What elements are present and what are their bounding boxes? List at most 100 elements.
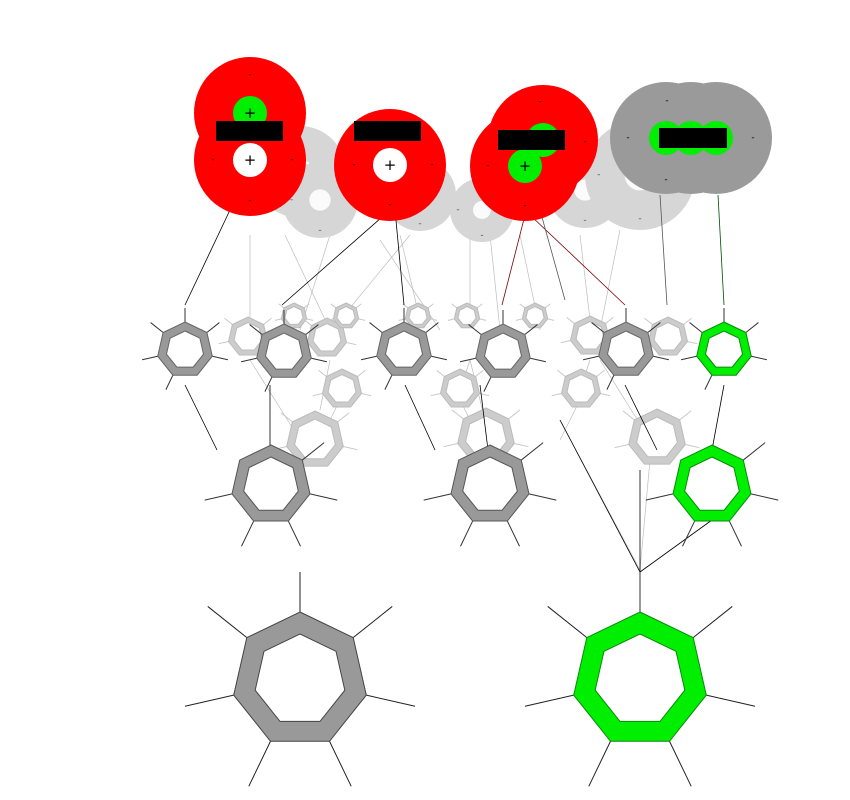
substituent-bond	[431, 355, 448, 361]
plus-sign: +	[244, 104, 257, 122]
substituent-bond	[653, 355, 670, 361]
substituent-bond	[240, 357, 257, 363]
minus-sign: -	[430, 160, 433, 170]
charge-core	[373, 148, 407, 182]
connector-line	[501, 214, 526, 306]
ghost-heptagon-ring	[447, 302, 487, 329]
connector-line	[539, 209, 566, 301]
minus-sign: -	[290, 155, 293, 165]
substituent-bond	[508, 409, 521, 420]
substituent-bond	[141, 355, 158, 361]
substituent-bond	[264, 377, 273, 392]
substituent-bond	[528, 493, 557, 501]
substituent-bond	[685, 443, 700, 449]
substituent-bond	[358, 318, 366, 321]
substituent-bond	[423, 493, 452, 501]
substituent-bond	[360, 355, 377, 361]
substituent-bond	[479, 318, 487, 321]
ring-level-2	[204, 442, 338, 547]
plus-sign: +	[519, 157, 532, 175]
substituent-bond	[547, 606, 588, 638]
substituent-bond	[241, 520, 255, 547]
substituent-bond	[644, 317, 653, 325]
substituent-bond	[369, 322, 383, 333]
substituent-bond	[520, 442, 544, 461]
minus-sign: -	[480, 231, 483, 241]
connector-line	[659, 194, 668, 306]
substituent-bond	[751, 355, 768, 361]
substituent-bond	[346, 341, 357, 346]
charge-core	[233, 143, 267, 177]
substituent-bond	[278, 303, 285, 309]
substituent-bond	[524, 694, 574, 707]
substituent-bond	[207, 606, 248, 638]
substituent-bond	[303, 303, 310, 309]
substituent-bond	[622, 410, 635, 421]
substituent-bond	[329, 741, 352, 787]
connector-line	[281, 209, 391, 306]
ring-level-1	[459, 310, 547, 392]
substituent-bond	[588, 741, 611, 787]
substituent-bond	[352, 606, 393, 638]
substituent-bond	[687, 340, 698, 345]
minus-sign: -	[248, 70, 251, 80]
ghost-heptagon-ring	[297, 317, 357, 357]
ghost-heptagon-ring	[515, 302, 555, 329]
ghost-heptagon-ring	[560, 315, 620, 355]
substituent-bond	[443, 442, 458, 448]
substituent-bond	[306, 318, 314, 321]
substituent-bond	[451, 303, 458, 309]
substituent-bond	[547, 318, 555, 321]
redaction-bar	[659, 128, 727, 148]
ghost-heptagon-ring	[614, 408, 700, 465]
highlighted-ring-level-3	[524, 606, 756, 787]
minus-sign: -	[583, 215, 586, 225]
substituent-bond	[557, 369, 566, 377]
substituent-bond	[274, 318, 282, 321]
plus-sign: +	[384, 156, 397, 174]
connector-line	[184, 384, 218, 451]
substituent-bond	[591, 322, 605, 333]
minus-sign: -	[290, 195, 293, 205]
substituent-bond	[647, 322, 661, 333]
substituent-bond	[614, 443, 629, 449]
substituent-bond	[330, 303, 337, 309]
substituent-bond	[309, 493, 338, 501]
substituent-bond	[451, 409, 464, 420]
substituent-bond	[206, 322, 220, 333]
substituent-bond	[249, 324, 263, 335]
charge-cluster-layer: + + - - - - + - - - + - - - - - - - -	[194, 57, 772, 221]
substituent-bond	[742, 442, 766, 461]
highlighted-ring-level-2	[645, 442, 779, 547]
substituent-bond	[305, 324, 319, 335]
ghost-heptagon-ring	[638, 316, 698, 356]
substituent-bond	[436, 369, 445, 377]
substituent-bond	[560, 339, 571, 344]
substituent-bond	[706, 694, 756, 707]
substituent-bond	[669, 741, 692, 787]
minus-sign: -	[523, 201, 526, 211]
minus-sign: -	[318, 225, 321, 235]
substituent-bond	[357, 369, 366, 377]
substituent-bond	[582, 355, 599, 361]
substituent-bond	[596, 369, 605, 377]
minus-sign: -	[418, 219, 421, 229]
connector-line	[489, 234, 501, 331]
substituent-bond	[425, 322, 439, 333]
substituent-bond	[689, 322, 703, 333]
charge-cluster-1: + + - - - -	[194, 57, 306, 216]
substituent-bond	[366, 694, 416, 707]
substituent-bond	[680, 355, 697, 361]
ring-level-1	[240, 310, 328, 392]
minus-sign: -	[626, 133, 629, 143]
substituent-bond	[355, 303, 362, 309]
substituent-bond	[165, 375, 174, 390]
redaction-bar	[354, 121, 421, 141]
connector-line	[639, 519, 713, 573]
substituent-bond	[318, 369, 327, 377]
substituent-bond	[605, 316, 614, 324]
connector-line	[711, 384, 725, 451]
substituent-bond	[683, 317, 692, 325]
substituent-bond	[645, 493, 674, 501]
